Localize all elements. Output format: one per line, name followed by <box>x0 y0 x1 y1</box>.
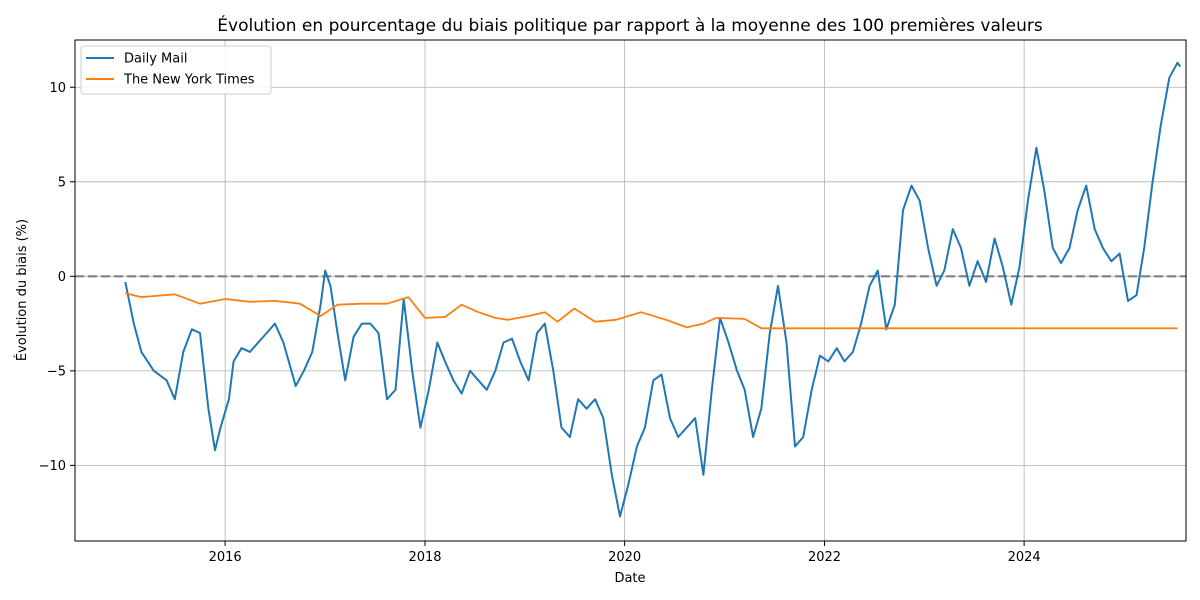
grid <box>75 40 1186 541</box>
x-tick-label: 2020 <box>608 550 641 565</box>
legend-label: The New York Times <box>123 73 255 88</box>
x-axis-label: Date <box>614 571 645 586</box>
legend-box <box>80 45 272 95</box>
x-tick-label: 2024 <box>1008 550 1041 565</box>
plot-frame <box>74 39 1187 542</box>
x-axis: 2016 2018 2020 2022 2024 <box>209 541 1041 565</box>
y-tick-label: 0 <box>58 270 66 285</box>
series-line-the-new-york-times <box>125 292 1178 330</box>
y-axis-label: Évolution du biais (%) <box>14 219 30 361</box>
y-tick-label: 5 <box>58 175 66 190</box>
series-line-daily-mail <box>124 61 1182 518</box>
y-axis: −10 −5 0 5 10 <box>39 81 75 474</box>
x-tick-label: 2018 <box>408 550 441 565</box>
series-layer <box>124 61 1182 518</box>
chart-title: Évolution en pourcentage du biais politi… <box>217 14 1043 36</box>
y-tick-label: 10 <box>49 81 66 96</box>
legend: Daily Mail The New York Times <box>80 45 272 95</box>
y-tick-label: −5 <box>47 364 66 379</box>
x-tick-label: 2016 <box>209 550 242 565</box>
legend-label: Daily Mail <box>124 52 187 67</box>
x-tick-label: 2022 <box>808 550 841 565</box>
y-tick-label: −10 <box>39 459 66 474</box>
